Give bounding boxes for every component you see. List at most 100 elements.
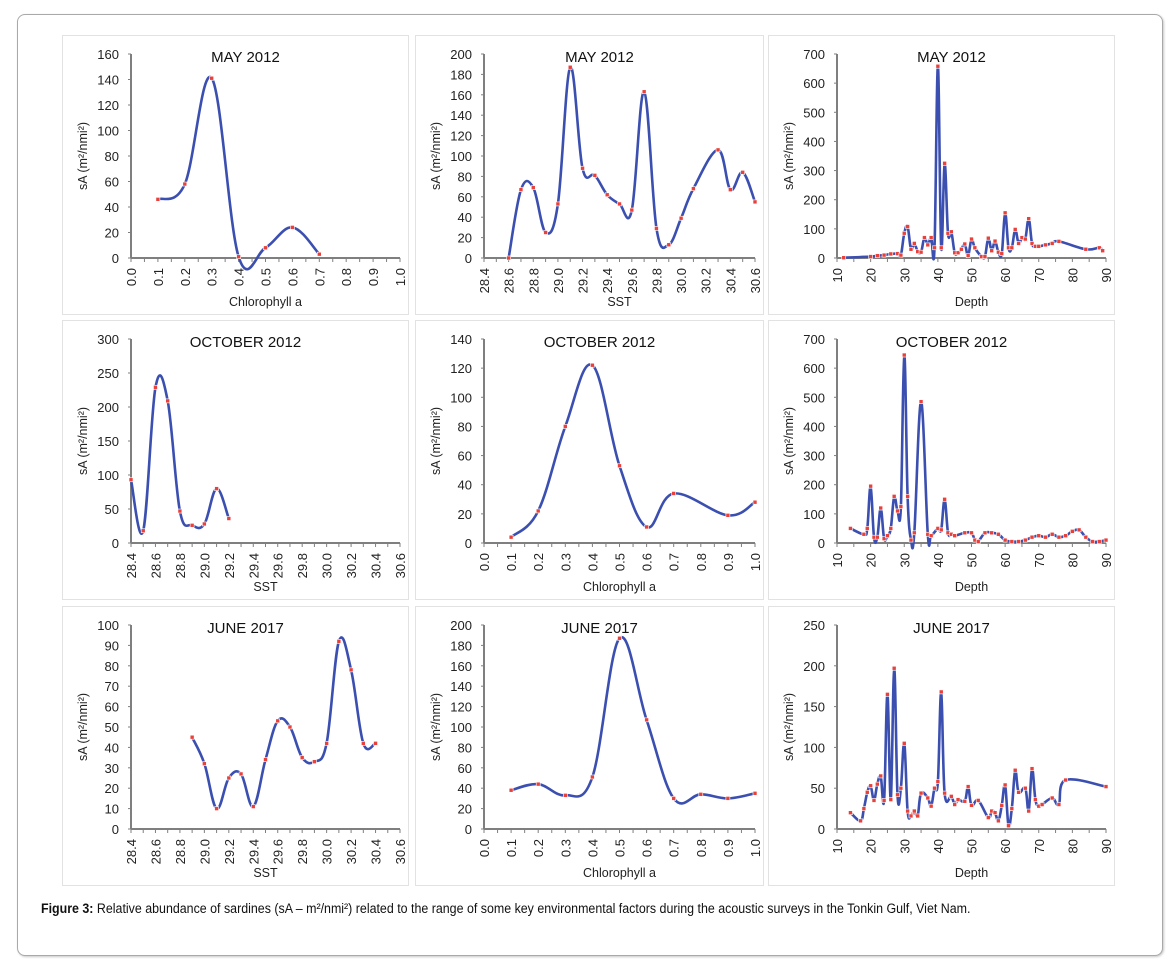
data-point bbox=[506, 255, 511, 261]
data-point bbox=[590, 774, 595, 780]
y-axis-label: sA (m²/nmi²) bbox=[782, 122, 796, 190]
y-tick-label: 160 bbox=[450, 88, 472, 103]
x-tick-label: 0.6 bbox=[285, 268, 300, 286]
data-point bbox=[955, 250, 961, 256]
data-point bbox=[1009, 245, 1015, 251]
data-point bbox=[898, 785, 904, 791]
data-point bbox=[214, 486, 219, 491]
y-tick-label: 400 bbox=[803, 419, 825, 434]
x-tick-label: 30 bbox=[897, 553, 912, 567]
y-tick-label: 60 bbox=[105, 700, 119, 715]
data-point bbox=[895, 508, 900, 514]
y-tick-label: 20 bbox=[458, 231, 472, 246]
data-point bbox=[202, 761, 207, 767]
data-point bbox=[752, 199, 758, 205]
x-tick-label: 28.8 bbox=[526, 268, 541, 293]
data-point bbox=[373, 741, 378, 746]
x-tick-label: 0.4 bbox=[585, 839, 600, 857]
y-tick-label: 100 bbox=[97, 468, 119, 483]
x-tick-label: 30.6 bbox=[393, 553, 408, 578]
x-tick-label: 0.6 bbox=[640, 839, 655, 857]
data-series-line bbox=[849, 353, 1108, 550]
data-point bbox=[881, 798, 887, 803]
chart-title: JUNE 2017 bbox=[913, 620, 990, 637]
data-point bbox=[901, 741, 907, 746]
y-tick-label: 120 bbox=[450, 700, 472, 715]
panel-may2012-sst: 0 20 40 60 80 100 120 140 160 180 200 28.4 28.6 28.8 2… bbox=[415, 35, 764, 315]
x-tick-label: 29.6 bbox=[271, 553, 286, 578]
x-tick-label: 0.4 bbox=[232, 268, 247, 286]
chart-jun2017-depth: 0 50 100 150 200 250 10 20 30 40 50 60 70 80 90 JUNE 20… bbox=[782, 618, 1114, 880]
data-point bbox=[868, 254, 873, 259]
data-point bbox=[898, 504, 904, 509]
data-point bbox=[969, 803, 974, 808]
x-tick-label: 28.6 bbox=[148, 553, 163, 578]
data-point bbox=[1036, 533, 1042, 539]
data-point bbox=[1029, 241, 1035, 246]
data-point bbox=[905, 224, 910, 229]
y-tick-label: 40 bbox=[458, 210, 472, 225]
data-point bbox=[140, 528, 146, 534]
y-tick-label: 100 bbox=[450, 149, 472, 164]
data-point bbox=[641, 89, 647, 95]
data-point bbox=[177, 508, 183, 514]
y-tick-label: 700 bbox=[803, 332, 825, 347]
panel-jun2017-chlorophyll: 0 20 40 60 80 100 120 140 160 180 200 0.0 0.1 0.2 0.3 0… bbox=[415, 606, 764, 886]
y-tick-label: 50 bbox=[811, 781, 825, 796]
data-point bbox=[898, 252, 904, 258]
data-point bbox=[1063, 533, 1068, 539]
x-tick-label: 0.0 bbox=[477, 553, 492, 571]
chart-oct2012-depth: 0 100 200 300 400 500 600 700 10 20 30 40 50 60 70 80 90… bbox=[782, 332, 1114, 594]
data-point bbox=[875, 781, 880, 787]
data-point bbox=[938, 245, 944, 251]
x-tick-label: 29.8 bbox=[295, 839, 310, 864]
x-tick-label: 30.4 bbox=[369, 553, 384, 578]
x-axis-label: SST bbox=[253, 866, 278, 880]
y-tick-label: 20 bbox=[105, 781, 119, 796]
x-tick-label: 90 bbox=[1099, 553, 1114, 567]
data-point bbox=[518, 187, 524, 192]
x-tick-label: 0.8 bbox=[694, 839, 709, 857]
chart-title: JUNE 2017 bbox=[207, 620, 284, 637]
y-tick-label: 140 bbox=[97, 73, 119, 88]
x-tick-label: 0.7 bbox=[667, 839, 682, 857]
x-tick-label: 28.4 bbox=[124, 553, 139, 578]
y-tick-label: 120 bbox=[450, 129, 472, 144]
data-point bbox=[912, 808, 917, 814]
x-tick-label: 29.2 bbox=[222, 553, 237, 578]
panel-may2012-depth: 0 100 200 300 400 500 600 700 10 20 30 40 50 60 70 80 90… bbox=[768, 35, 1115, 315]
x-tick-label: 1.0 bbox=[748, 553, 763, 571]
data-point bbox=[942, 496, 947, 502]
data-point bbox=[864, 526, 870, 531]
data-point bbox=[841, 255, 847, 261]
data-point bbox=[989, 248, 994, 254]
y-tick-label: 20 bbox=[458, 802, 472, 817]
x-tick-label: 0.9 bbox=[721, 839, 736, 857]
y-tick-label: 100 bbox=[803, 507, 825, 522]
data-point bbox=[590, 362, 595, 368]
data-point bbox=[1056, 239, 1062, 244]
x-tick-label: 50 bbox=[965, 839, 980, 853]
y-tick-label: 160 bbox=[97, 47, 119, 62]
y-axis-label: sA (m²/nmi²) bbox=[782, 407, 796, 475]
y-tick-label: 70 bbox=[105, 679, 119, 694]
data-point bbox=[1016, 789, 1021, 795]
data-point bbox=[317, 251, 322, 257]
data-point bbox=[861, 531, 867, 537]
x-tick-label: 30.4 bbox=[369, 839, 384, 864]
data-point bbox=[918, 399, 924, 404]
y-tick-label: 0 bbox=[818, 822, 825, 837]
data-point bbox=[932, 245, 937, 251]
data-point bbox=[1056, 802, 1062, 807]
x-tick-label: 90 bbox=[1099, 268, 1114, 282]
data-point bbox=[563, 424, 568, 429]
data-point bbox=[938, 527, 944, 533]
data-point bbox=[1083, 246, 1089, 252]
data-point bbox=[975, 798, 981, 803]
x-tick-label: 0.8 bbox=[694, 553, 709, 571]
data-point bbox=[962, 798, 968, 804]
data-point bbox=[881, 252, 887, 258]
x-tick-label: 29.4 bbox=[246, 839, 261, 864]
y-tick-label: 200 bbox=[97, 400, 119, 415]
y-tick-label: 150 bbox=[97, 434, 119, 449]
